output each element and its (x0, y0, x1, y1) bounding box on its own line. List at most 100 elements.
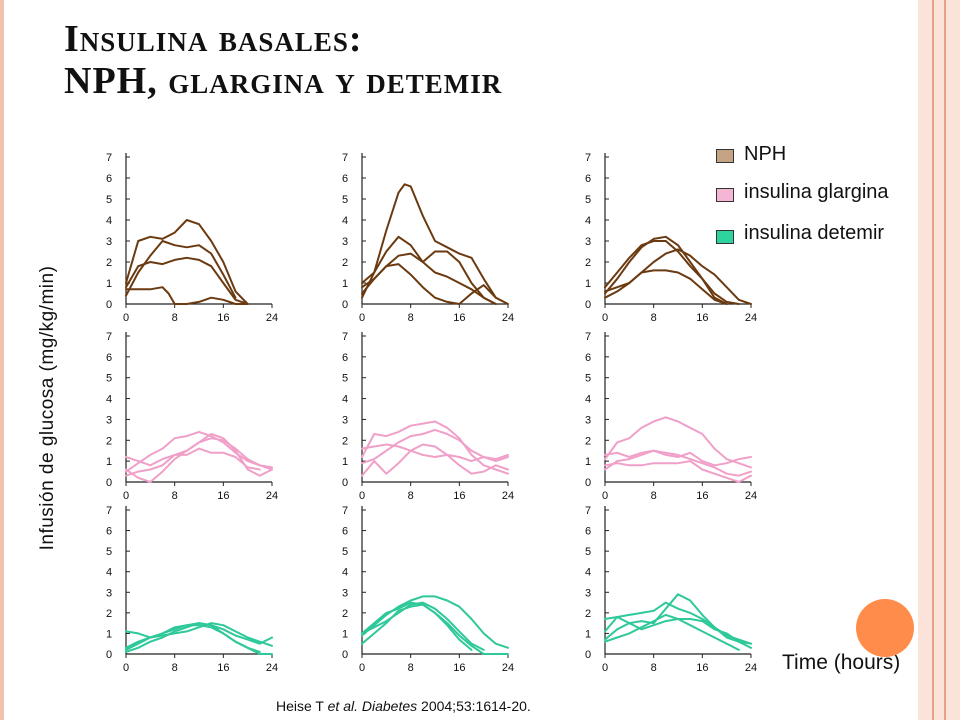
y-tick-label: 1 (106, 456, 112, 468)
x-tick-label: 24 (745, 662, 757, 674)
y-tick-label: 3 (585, 236, 591, 248)
y-tick-label: 0 (342, 649, 348, 661)
chart-panel-r1c3: 0 1 2 3 4 5 6 7 0 8 16 24 (585, 152, 757, 324)
y-tick-label: 3 (342, 587, 348, 599)
y-tick-label: 6 (585, 173, 591, 185)
series-line-r1c2-4 (361, 263, 497, 305)
y-tick-label: 0 (585, 477, 591, 489)
series-line-r3c3-3 (604, 616, 752, 649)
series-line-r2c1-3 (125, 447, 261, 471)
series-line-r3c2-1 (361, 595, 509, 649)
legend-label-detemir: insulina detemir (744, 222, 885, 244)
series-line-r1c1-4 (125, 286, 249, 305)
y-tick-label: 7 (585, 152, 591, 164)
series-line-r3c2-4 (361, 601, 473, 651)
series-line-r2c3-2 (604, 449, 752, 467)
y-tick-label: 0 (106, 477, 112, 489)
x-tick-label: 24 (502, 662, 514, 674)
y-tick-label: 4 (342, 394, 348, 406)
series-line-r3c2-2 (361, 601, 485, 651)
x-tick-label: 16 (453, 312, 465, 324)
y-tick-label: 4 (585, 567, 591, 579)
series-line-r1c1-3 (125, 240, 237, 299)
x-tick-label: 16 (217, 662, 229, 674)
x-tick-label: 16 (696, 312, 708, 324)
right-decorative-band (918, 0, 960, 720)
x-tick-label: 0 (359, 490, 365, 502)
y-tick-label: 2 (106, 435, 112, 447)
series-line-r2c2-3 (361, 443, 509, 477)
series-line-r1c2-2 (361, 235, 497, 305)
y-tick-label: 1 (342, 628, 348, 640)
citation-authors: Heise T (276, 698, 328, 714)
y-tick-label: 4 (585, 215, 591, 227)
x-tick-label: 0 (359, 312, 365, 324)
x-tick-label: 24 (266, 490, 278, 502)
citation: Heise T et al. Diabetes 2004;53:1614-20. (276, 698, 531, 714)
slide-title: Insulina basales: NPH, glargina y detemi… (64, 20, 502, 100)
legend-swatch-nph (716, 149, 734, 163)
y-tick-label: 0 (342, 477, 348, 489)
legend-label-nph: NPH (744, 143, 787, 165)
y-tick-label: 7 (342, 152, 348, 164)
left-decorative-rule (0, 0, 4, 720)
x-tick-label: 0 (602, 662, 608, 674)
y-tick-label: 4 (106, 394, 112, 406)
y-tick-label: 3 (342, 236, 348, 248)
y-tick-label: 1 (342, 278, 348, 290)
x-tick-label: 0 (123, 490, 129, 502)
y-tick-label: 1 (585, 278, 591, 290)
y-tick-label: 6 (585, 526, 591, 538)
x-tick-label: 8 (408, 312, 414, 324)
y-tick-label: 1 (585, 456, 591, 468)
x-tick-label: 0 (123, 312, 129, 324)
series-line-r2c1-4 (125, 433, 273, 483)
chart-panel-r2c3: 0 1 2 3 4 5 6 7 0 8 16 24 (585, 331, 757, 502)
series-line-r1c1-2 (125, 219, 249, 305)
y-tick-label: 5 (342, 546, 348, 558)
y-tick-label: 4 (106, 215, 112, 227)
slide-title-line-1: Insulina basales: (64, 18, 363, 60)
y-tick-label: 0 (585, 649, 591, 661)
x-tick-label: 24 (502, 490, 514, 502)
x-tick-label: 16 (453, 490, 465, 502)
x-tick-label: 8 (651, 490, 657, 502)
y-tick-label: 2 (585, 608, 591, 620)
y-tick-label: 2 (106, 608, 112, 620)
x-tick-label: 24 (266, 662, 278, 674)
x-tick-label: 16 (217, 312, 229, 324)
y-tick-label: 4 (106, 567, 112, 579)
y-tick-label: 0 (106, 299, 112, 311)
y-tick-label: 0 (342, 299, 348, 311)
y-tick-label: 1 (106, 278, 112, 290)
y-tick-label: 4 (342, 567, 348, 579)
x-tick-label: 16 (696, 490, 708, 502)
x-tick-label: 8 (651, 662, 657, 674)
legend-swatch-glargina (716, 188, 734, 202)
x-tick-label: 0 (602, 490, 608, 502)
y-tick-label: 6 (342, 526, 348, 538)
x-tick-label: 8 (408, 490, 414, 502)
y-tick-label: 7 (342, 331, 348, 343)
chart-panel-r2c1: 0 1 2 3 4 5 6 7 0 8 16 24 (106, 331, 278, 502)
x-tick-label: 16 (453, 662, 465, 674)
citation-etal: et al. (327, 698, 358, 714)
y-tick-label: 4 (342, 215, 348, 227)
y-tick-label: 3 (106, 414, 112, 426)
x-axis-label: Time (hours) (782, 651, 901, 674)
y-tick-label: 2 (106, 257, 112, 269)
y-tick-label: 2 (585, 435, 591, 447)
x-tick-label: 24 (266, 312, 278, 324)
x-tick-label: 0 (123, 662, 129, 674)
y-tick-label: 5 (106, 194, 112, 206)
legend-swatch-detemir (716, 230, 734, 244)
y-tick-label: 7 (106, 505, 112, 517)
y-tick-label: 6 (585, 352, 591, 364)
y-tick-label: 1 (106, 628, 112, 640)
y-tick-label: 3 (106, 236, 112, 248)
y-tick-label: 7 (106, 152, 112, 164)
chart-panel-r3c2: 0 1 2 3 4 5 6 7 0 8 16 24 (342, 505, 514, 674)
y-tick-label: 2 (585, 257, 591, 269)
y-tick-label: 5 (585, 194, 591, 206)
